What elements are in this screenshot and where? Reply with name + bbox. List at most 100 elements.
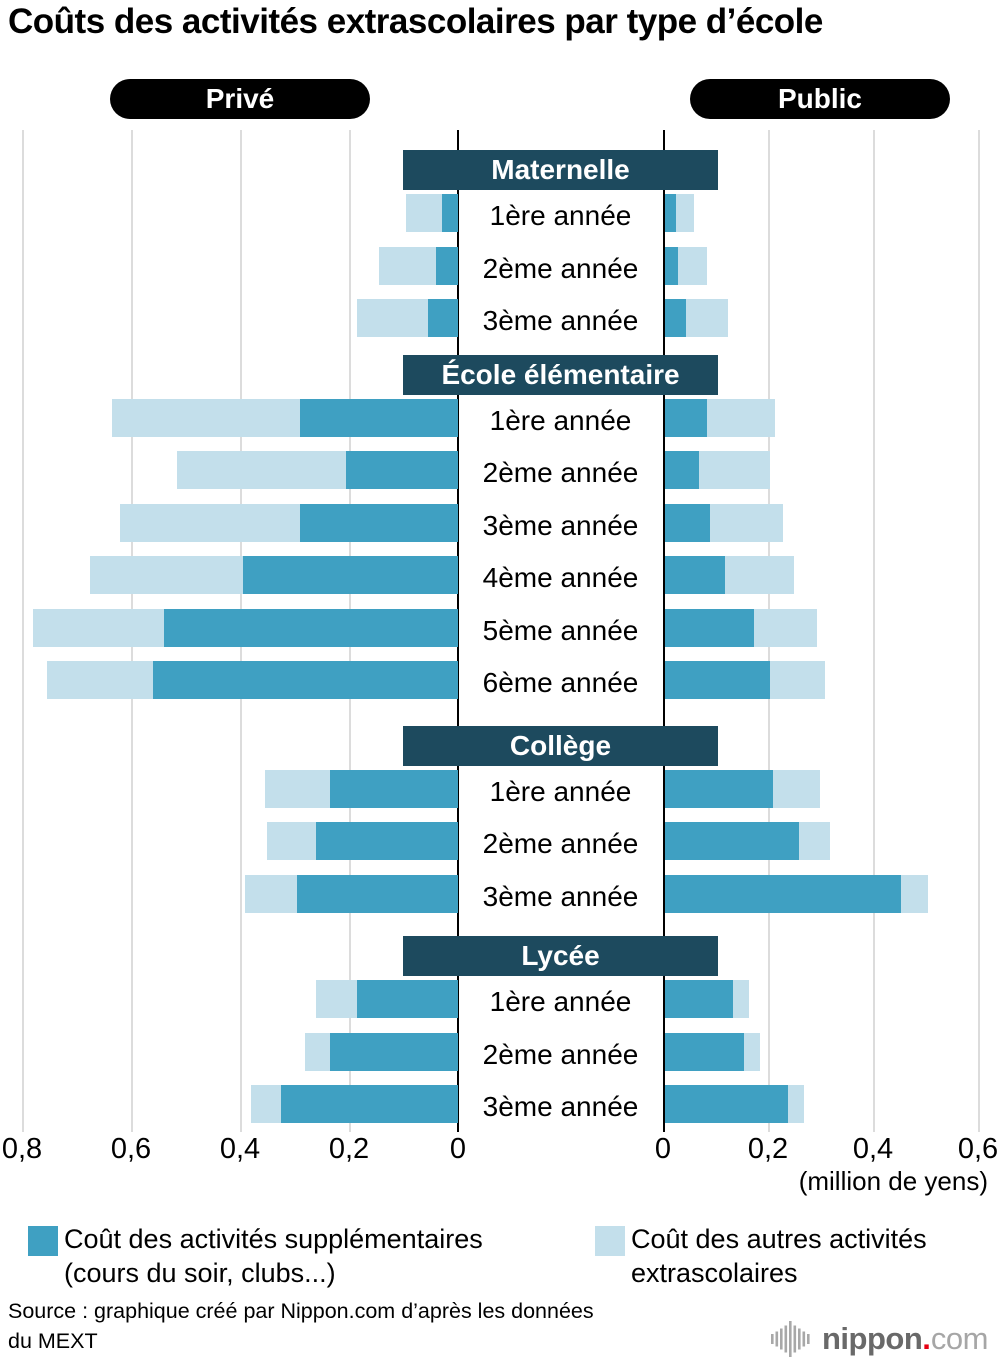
public-autres-segment	[901, 874, 928, 913]
chart-row: 2ème année	[15, 1031, 985, 1084]
public-bar	[665, 769, 820, 808]
row-label-zone: 4ème année	[458, 556, 663, 607]
public-bar-zone	[663, 822, 985, 873]
prive-bar	[245, 874, 458, 913]
axis-tick: 0,4	[219, 1133, 261, 1165]
public-supplementaires-segment	[665, 769, 773, 808]
prive-bar	[111, 398, 458, 437]
chart-row: 5ème année	[15, 607, 985, 660]
prive-bar	[406, 194, 458, 232]
prive-bar	[120, 503, 458, 542]
prive-bar-zone	[15, 398, 458, 450]
gridline	[978, 130, 980, 1132]
prive-bar-zone	[15, 1085, 458, 1136]
gridline	[22, 130, 24, 1132]
prive-supplementaires-segment	[329, 769, 458, 808]
section-band: Maternelle	[403, 150, 718, 190]
prive-supplementaires-segment	[152, 661, 458, 699]
row-label: 2ème année	[482, 252, 639, 284]
public-bar-zone	[663, 608, 985, 660]
public-autres-segment	[675, 194, 694, 232]
axis-tick: 0,2	[328, 1133, 370, 1165]
public-supplementaires-segment	[665, 398, 707, 437]
public-bar-zone	[663, 874, 985, 926]
prive-autres-segment	[120, 503, 300, 542]
row-label-zone: 2ème année	[458, 451, 663, 502]
chart-row: 3ème année	[15, 1083, 985, 1136]
row-label-zone: 5ème année	[458, 609, 663, 660]
prive-supplementaires-segment	[346, 451, 458, 489]
prive-bar-zone	[15, 822, 458, 873]
prive-bar-zone	[15, 608, 458, 660]
public-autres-segment	[788, 1085, 805, 1123]
row-label: 5ème année	[482, 614, 639, 646]
row-label: 4ème année	[482, 562, 639, 593]
public-bar-zone	[663, 194, 985, 245]
public-bar	[665, 980, 749, 1018]
legend-swatch-supplementaires	[28, 1226, 58, 1256]
section-rows: 1ère année 2ème année 3ème année	[15, 192, 985, 350]
prive-bar-zone	[15, 556, 458, 607]
prive-bar	[177, 451, 458, 489]
logo-text-nippon: nippon	[822, 1321, 923, 1356]
prive-supplementaires-segment	[242, 556, 458, 594]
public-autres-segment	[733, 980, 749, 1018]
public-bar-zone	[663, 451, 985, 502]
public-bar-zone	[663, 1085, 985, 1136]
prive-autres-segment	[90, 556, 243, 594]
axis-unit-label: (million de yens)	[798, 1166, 988, 1196]
public-bar	[665, 556, 794, 594]
chart-title: Coûts des activités extrascolaires par t…	[8, 2, 823, 41]
prive-bar	[357, 299, 458, 337]
zero-axis-line	[457, 130, 459, 1132]
row-label-zone: 3ème année	[458, 504, 663, 555]
row-label: 6ème année	[482, 667, 639, 698]
prive-supplementaires-segment	[299, 398, 458, 437]
chart-row: 2ème année	[15, 449, 985, 502]
chart-row: 6ème année	[15, 659, 985, 712]
prive-autres-segment	[250, 1085, 281, 1123]
prive-bar	[305, 1032, 458, 1071]
row-label: 3ème année	[482, 1091, 639, 1122]
prive-autres-segment	[111, 398, 300, 437]
prive-supplementaires-segment	[280, 1085, 458, 1123]
public-supplementaires-segment	[665, 822, 799, 860]
prive-bar-zone	[15, 980, 458, 1031]
public-bar-zone	[663, 980, 985, 1031]
row-label: 3ème année	[482, 509, 639, 541]
prive-bar-zone	[15, 769, 458, 821]
public-bar-zone	[663, 556, 985, 607]
public-supplementaires-segment	[665, 661, 770, 699]
logo-text-com: com	[930, 1321, 989, 1356]
row-label-zone: 1ère année	[458, 399, 663, 450]
prive-supplementaires-segment	[163, 608, 458, 647]
public-bar-zone	[663, 299, 985, 350]
row-label: 1ère année	[489, 404, 632, 436]
row-label-zone: 3ème année	[458, 875, 663, 926]
legend-label-autres: Coût des autres activités extrascolaires	[631, 1222, 927, 1290]
source-note: Source : graphique créé par Nippon.com d…	[8, 1296, 594, 1356]
row-label-zone: 2ème année	[458, 822, 663, 873]
public-autres-segment	[798, 822, 831, 860]
prive-bar	[32, 608, 458, 647]
row-label: 3ème année	[482, 880, 639, 912]
public-supplementaires-segment	[665, 194, 676, 232]
axis-tick: 0,8	[1, 1133, 43, 1165]
nippon-logo: nippon. com	[770, 1318, 989, 1360]
public-bar	[665, 246, 707, 285]
prive-bar	[267, 822, 458, 860]
prive-bar	[316, 980, 458, 1018]
row-label: 2ème année	[482, 1038, 639, 1070]
legend-label-supplementaires: Coût des activités supplémentaires (cour…	[64, 1222, 483, 1290]
legend-item-autres: Coût des autres activités extrascolaires	[595, 1222, 927, 1290]
public-supplementaires-segment	[665, 451, 700, 489]
prive-autres-segment	[378, 246, 437, 285]
prive-bar-zone	[15, 874, 458, 926]
public-autres-segment	[707, 398, 776, 437]
row-label-zone: 6ème année	[458, 661, 663, 712]
public-autres-segment	[678, 246, 707, 285]
row-label: 3ème année	[482, 305, 639, 336]
prive-autres-segment	[357, 299, 429, 337]
waveform-icon	[771, 1321, 810, 1357]
